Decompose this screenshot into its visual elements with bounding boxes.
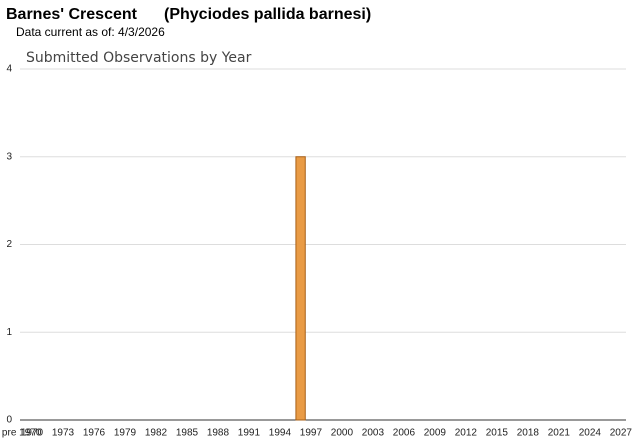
y-tick-label: 3 (6, 151, 12, 162)
x-tick-label: 1976 (83, 428, 106, 439)
x-tick-label: 2021 (548, 428, 571, 439)
x-tick-label: 1979 (114, 428, 137, 439)
x-tick-label: 2009 (424, 428, 447, 439)
x-tick-label: 1988 (207, 428, 230, 439)
x-tick-label: 2003 (362, 428, 385, 439)
y-tick-label: 1 (6, 327, 12, 338)
x-tick-label: 2018 (517, 428, 540, 439)
x-tick-label: pre 1970 (2, 428, 42, 439)
x-tick-label: 1991 (238, 428, 261, 439)
x-tick-label: 2015 (486, 428, 509, 439)
chart-title: Submitted Observations by Year (26, 50, 252, 66)
page-title: Barnes' Crescent (6, 6, 138, 23)
x-tick-label: 1973 (52, 428, 75, 439)
subtitle: Data current as of: 4/3/2026 (16, 25, 165, 39)
x-tick-label: 2000 (331, 428, 354, 439)
y-tick-label: 0 (6, 415, 12, 426)
species-name: (Phyciodes pallida barnesi) (164, 6, 371, 23)
x-tick-label: 2006 (393, 428, 416, 439)
bar (295, 156, 306, 421)
x-tick-label: 1982 (145, 428, 168, 439)
x-tick-label: 1970 (21, 428, 44, 439)
x-tick-label: 2027 (610, 428, 633, 439)
x-tick-label: 1985 (176, 428, 199, 439)
y-tick-label: 4 (6, 64, 12, 75)
x-tick-label: 1997 (300, 428, 323, 439)
x-tick-label: 2012 (455, 428, 478, 439)
x-tick-label: 1994 (269, 428, 292, 439)
y-tick-label: 2 (6, 239, 12, 250)
x-tick-label: 2024 (579, 428, 602, 439)
